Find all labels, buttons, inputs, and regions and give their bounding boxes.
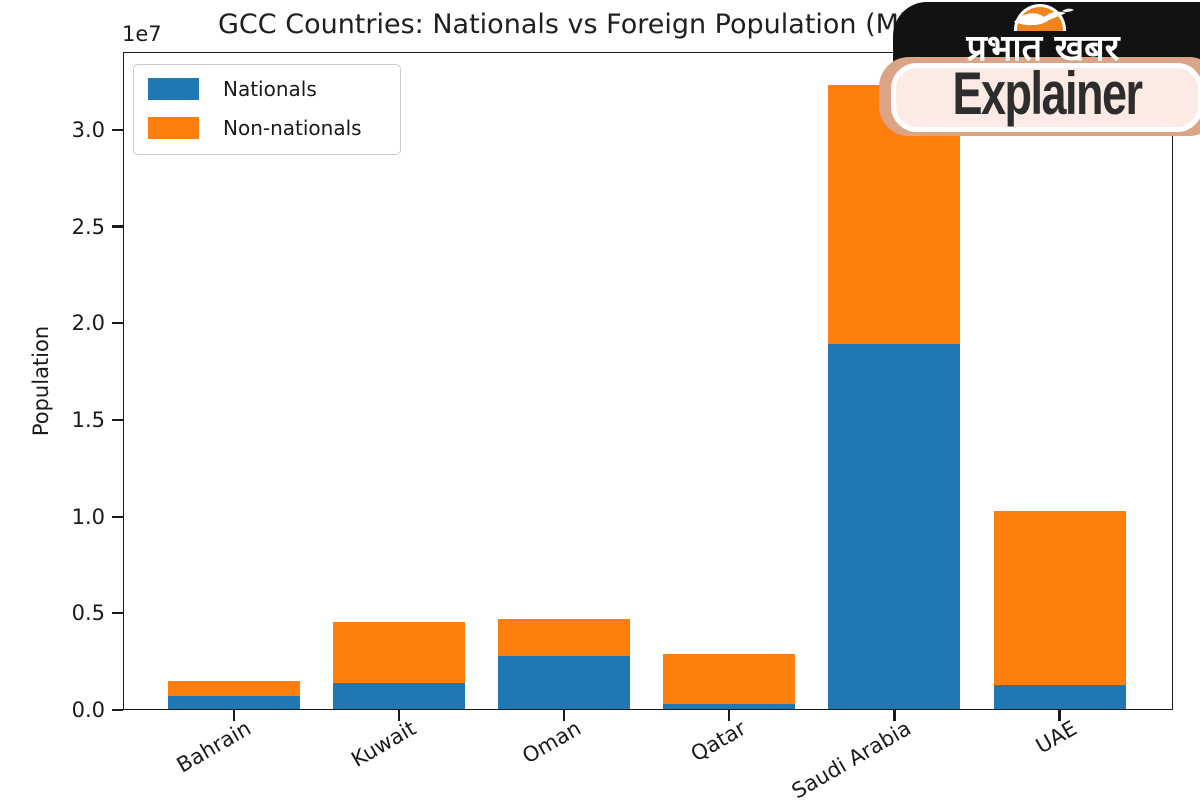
bar-bahrain-non-nationals [168,680,300,697]
x-tick-label-text: Bahrain [172,716,255,778]
y-axis-offset-label: 1e7 [122,22,162,46]
legend-item-non-nationals: Non-nationals [148,116,386,140]
legend: Nationals Non-nationals [133,64,401,155]
x-tick-kuwait [397,710,401,721]
y-tick-label-3.0: 3.0 [71,117,105,142]
x-tick-qatar [728,710,731,721]
y-tick-1.5 [112,418,123,421]
chart-title: GCC Countries: Nationals vs Foreign Popu… [218,9,951,40]
bar-saudi-arabia-non-nationals [828,85,961,345]
y-tick-2.5 [112,225,123,228]
rising-sun-icon [1014,4,1066,31]
x-tick-uae [1058,710,1061,721]
bar-kuwait-non-nationals [333,622,466,683]
bar-kuwait-nationals [333,682,466,710]
x-tick-label-text: Oman [518,716,586,769]
bar-uae-non-nationals [993,510,1126,685]
y-tick-0.5 [112,612,123,615]
x-tick-saudi-arabia [893,710,896,721]
y-tick-label-1.0: 1.0 [71,504,105,529]
brand-explainer-label: Explainer [952,60,1143,127]
y-axis-label: Population [29,325,53,437]
bar-bahrain-nationals [168,696,300,710]
x-tick-label-text: Saudi Arabia [787,716,916,800]
y-tick-1.0 [112,515,123,518]
x-tick-label-text: Qatar [687,716,751,767]
y-tick-3.0 [112,128,123,131]
bar-oman-nationals [498,655,631,710]
y-tick-label-2.5: 2.5 [71,214,105,239]
y-tick-0.0 [112,708,123,712]
bar-qatar-non-nationals [663,653,796,705]
x-tick-label-text: Kuwait [347,716,421,772]
legend-label-non-nationals: Non-nationals [223,116,362,140]
bar-saudi-arabia-nationals [828,344,961,710]
nationals-color-swatch [148,78,199,100]
y-tick-label-0.0: 0.0 [71,698,105,722]
x-tick-label-text: UAE [1031,716,1081,759]
y-tick-label-2.0: 2.0 [71,311,105,336]
bar-qatar-nationals [663,704,796,710]
y-tick-label-1.5: 1.5 [71,407,105,432]
y-tick-label-0.5: 0.5 [71,601,105,626]
x-tick-bahrain [232,710,236,721]
y-tick-2.0 [112,322,123,325]
x-tick-oman [563,710,566,721]
legend-item-nationals: Nationals [148,77,386,101]
non-nationals-color-swatch [148,117,199,139]
bird-icon [1014,8,1074,26]
bar-oman-non-nationals [498,619,631,656]
legend-label-nationals: Nationals [223,77,317,101]
bar-uae-nationals [993,684,1126,710]
